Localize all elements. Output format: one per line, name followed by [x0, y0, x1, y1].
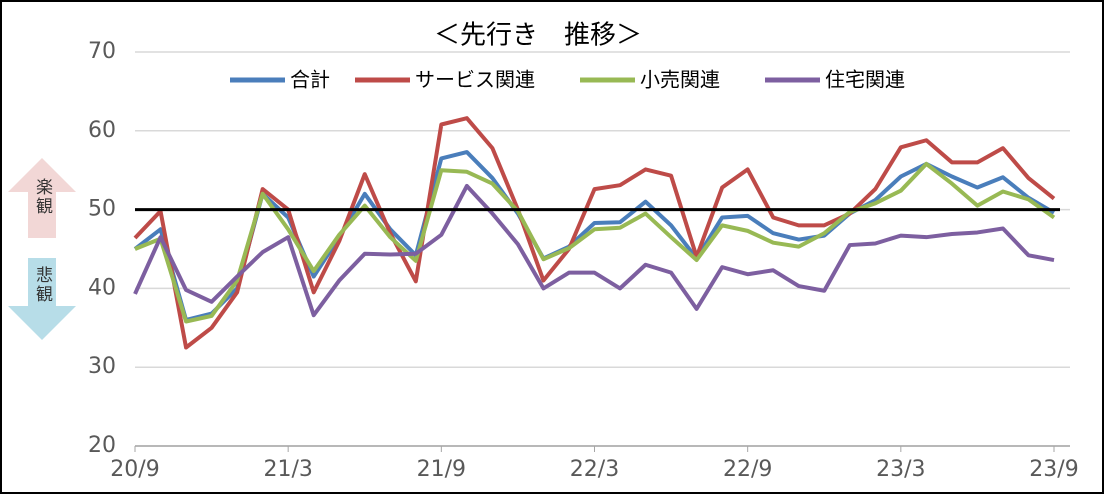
y-tick-label: 20 [88, 433, 116, 458]
annotation: 楽観 [32, 178, 53, 216]
y-tick-label: 60 [88, 118, 116, 143]
optimism-arrow [8, 158, 76, 238]
x-tick-label: 21/9 [417, 457, 466, 482]
annotation: 悲観 [32, 266, 53, 304]
legend-label: サービス関連 [415, 68, 535, 92]
series-line [133, 183, 1055, 318]
series-line [133, 150, 1056, 322]
series-line [134, 161, 1056, 324]
x-tick-label: 23/3 [876, 457, 925, 482]
y-tick-label: 40 [88, 275, 116, 300]
y-tick-label: 70 [88, 39, 116, 64]
chart-title: ＜先行き 推移＞ [434, 21, 642, 51]
legend-label: 合計 [290, 68, 330, 92]
legend-label: 住宅関連 [825, 68, 905, 92]
y-tick-label: 30 [88, 354, 116, 379]
legend-label: 小売関連 [640, 68, 720, 92]
x-tick-label: 23/9 [1029, 457, 1078, 482]
y-tick-label: 50 [88, 197, 116, 222]
x-tick-label: 22/9 [723, 457, 772, 482]
x-tick-label: 21/3 [263, 457, 312, 482]
pessimism-arrow [8, 258, 76, 340]
x-tick-label: 20/9 [110, 457, 159, 482]
x-tick-label: 22/3 [570, 457, 619, 482]
